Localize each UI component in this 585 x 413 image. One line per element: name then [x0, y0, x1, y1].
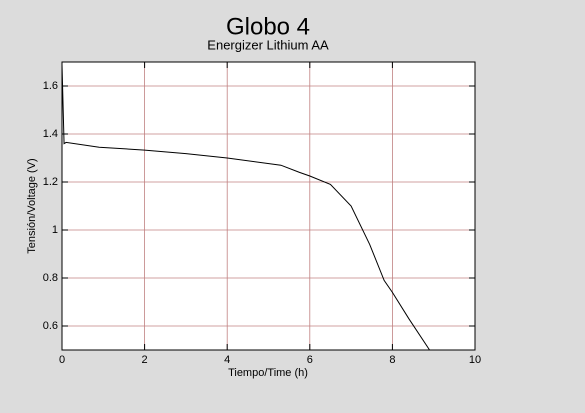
x-tick-label: 6 — [307, 354, 313, 366]
y-axis-label: Tensión/Voltage (V) — [26, 158, 38, 253]
x-tick-label: 0 — [59, 354, 65, 366]
chart-title: Globo 4 — [226, 13, 310, 40]
x-tick-label: 10 — [469, 354, 481, 366]
chart-subtitle: Energizer Lithium AA — [207, 37, 329, 52]
x-tick-label: 2 — [142, 354, 148, 366]
x-tick-label: 8 — [389, 354, 395, 366]
y-tick-label: 0.8 — [43, 272, 58, 284]
y-tick-label: 1.4 — [43, 128, 58, 140]
y-tick-label: 0.6 — [43, 320, 58, 332]
data-line — [61, 64, 430, 351]
y-tick-label: 1 — [52, 224, 58, 236]
y-tick-label: 1.2 — [43, 176, 58, 188]
x-tick-label: 4 — [224, 354, 230, 366]
x-axis-label: Tiempo/Time (h) — [228, 367, 308, 379]
plot-area — [62, 62, 475, 350]
plot-frame — [61, 61, 476, 351]
y-tick-label: 1.6 — [43, 80, 58, 92]
